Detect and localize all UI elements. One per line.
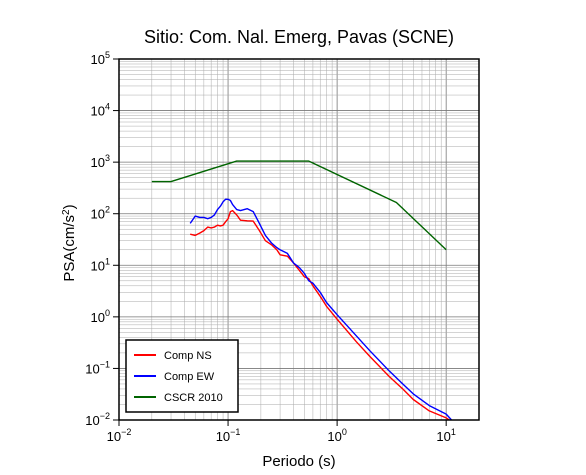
legend: Comp NS Comp EW CSCR 2010 [125, 339, 239, 413]
x-tick-label: 101 [436, 427, 455, 444]
legend-label-2: Comp EW [164, 371, 215, 383]
y-tick-label: 10−1 [85, 359, 110, 376]
series-line-1 [190, 209, 451, 420]
legend-label-1: Comp NS [164, 350, 212, 362]
plot-frame [118, 58, 480, 421]
y-tick-label: 101 [91, 256, 110, 273]
x-tick-label: 10−1 [216, 427, 241, 444]
grid-lines [118, 58, 480, 421]
y-tick-label: 100 [91, 308, 110, 325]
x-tick-label: 100 [327, 427, 346, 444]
y-tick-label: 105 [91, 50, 110, 67]
y-tick-label: 103 [91, 153, 110, 170]
series-lines [151, 160, 453, 420]
series-line-2 [189, 198, 453, 420]
y-tick-label: 104 [91, 102, 110, 119]
x-tick-label: 10−2 [107, 427, 132, 444]
chart-title: Sitio: Com. Nal. Emerg, Pavas (SCNE) [144, 27, 454, 47]
plot-border [118, 58, 480, 421]
y-tick-label: 102 [91, 205, 110, 222]
x-axis-label: Periodo (s) [262, 453, 335, 470]
series-line-3 [151, 160, 447, 251]
axis-tick-labels: 10−2 10−1 100 101 10−2 10−1 100 101 102 103 104 105 [85, 50, 456, 444]
y-tick-label: 10−2 [85, 411, 110, 428]
axis-ticks [113, 58, 447, 426]
legend-label-3: CSCR 2010 [164, 392, 223, 404]
y-axis-label: PSA(cm/s2) [61, 204, 79, 281]
